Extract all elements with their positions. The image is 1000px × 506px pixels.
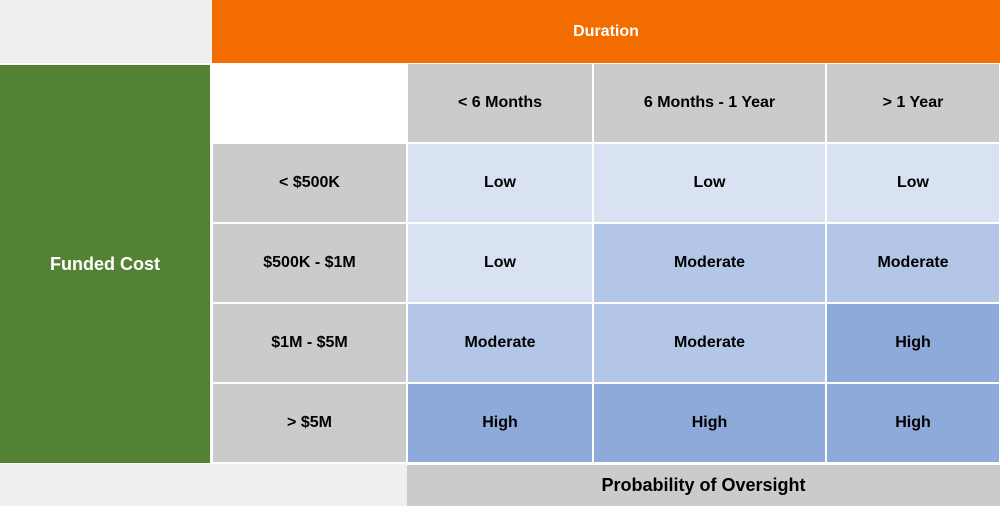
funded-cost-header: Funded Cost — [0, 63, 212, 463]
corner-blank-inner — [212, 63, 407, 143]
probability-of-oversight-label: Probability of Oversight — [407, 463, 1000, 506]
row-header-under-500k: < $500K — [212, 143, 407, 223]
risk-cell: Low — [826, 143, 1000, 223]
duration-header: Duration — [212, 0, 1000, 63]
risk-cell: Moderate — [826, 223, 1000, 303]
risk-cell: Low — [407, 143, 593, 223]
column-header-6-months-1-year: 6 Months - 1 Year — [593, 63, 826, 143]
risk-cell: High — [826, 383, 1000, 463]
column-header-under-6-months: < 6 Months — [407, 63, 593, 143]
risk-cell: Moderate — [407, 303, 593, 383]
risk-cell: High — [826, 303, 1000, 383]
row-header-1m-5m: $1M - $5M — [212, 303, 407, 383]
row-header-over-5m: > $5M — [212, 383, 407, 463]
risk-cell: Moderate — [593, 223, 826, 303]
risk-cell: Low — [593, 143, 826, 223]
row-header-500k-1m: $500K - $1M — [212, 223, 407, 303]
risk-cell: Low — [407, 223, 593, 303]
risk-cell: Moderate — [593, 303, 826, 383]
risk-cell: High — [407, 383, 593, 463]
corner-blank-bottom — [0, 463, 407, 506]
column-header-over-1-year: > 1 Year — [826, 63, 1000, 143]
corner-blank-top — [0, 0, 212, 63]
risk-cell: High — [593, 383, 826, 463]
